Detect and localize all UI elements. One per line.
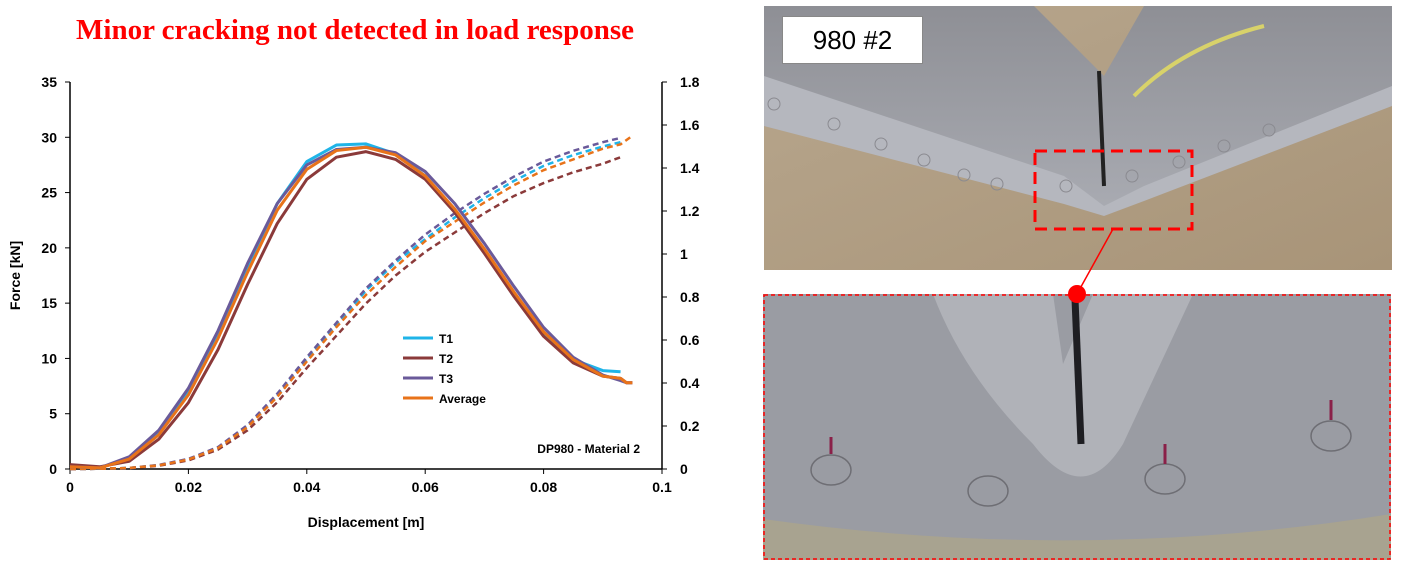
force-energy-chart: 0 0.02 0.04 0.06 0.08 0.1 0 5 10 15 20 25 30 35 0 0.2 0.…	[7, 74, 700, 530]
y-tick-label: 25	[41, 185, 57, 201]
y2-tick-label: 1.6	[680, 117, 700, 133]
y-tick-label: 30	[41, 129, 57, 145]
y-tick-label: 5	[49, 406, 57, 422]
x-tick-label: 0.02	[175, 479, 202, 495]
y2-tick-label: 0.6	[680, 332, 700, 348]
energy-line-t2	[69, 156, 621, 471]
x-tick-label: 0.08	[530, 479, 557, 495]
legend-label: Average	[439, 392, 486, 406]
y2-tick-label: 0.4	[680, 375, 700, 391]
y-tick-label: 0	[49, 461, 57, 477]
x-tick-label: 0.04	[293, 479, 320, 495]
y-tick-label: 20	[41, 240, 57, 256]
y2-tick-label: 0.2	[680, 418, 700, 434]
force-line-average	[69, 145, 633, 470]
y-tick-label: 35	[41, 74, 57, 90]
slide-title: Minor cracking not detected in load resp…	[76, 14, 634, 46]
force-line-t1	[69, 142, 621, 470]
x-axis-title: Displacement [m]	[308, 514, 425, 530]
x-tick-label: 0.1	[652, 479, 672, 495]
y-tick-label: 15	[41, 295, 57, 311]
y-tick-label: 10	[41, 350, 57, 366]
y2-tick-label: 1.4	[680, 160, 700, 176]
chart-annotation: DP980 - Material 2	[537, 442, 640, 456]
y-axis-title: Force [kN]	[7, 241, 23, 310]
y2-tick-label: 1.2	[680, 203, 700, 219]
legend-label: T2	[439, 352, 453, 366]
y2-tick-label: 1	[680, 246, 688, 262]
x-tick-label: 0	[66, 479, 74, 495]
legend-label: T1	[439, 332, 453, 346]
crack-closeup-photo	[763, 294, 1391, 560]
y2-tick-label: 0.8	[680, 289, 700, 305]
energy-line-average	[69, 134, 634, 471]
legend-label: T3	[439, 372, 453, 386]
energy-line-t1	[69, 140, 621, 471]
x-tick-label: 0.06	[412, 479, 439, 495]
y2-tick-label: 0	[680, 461, 688, 477]
specimen-label: 980 #2	[782, 16, 923, 64]
y2-tick-label: 1.8	[680, 74, 700, 90]
energy-line-t3	[69, 136, 621, 471]
